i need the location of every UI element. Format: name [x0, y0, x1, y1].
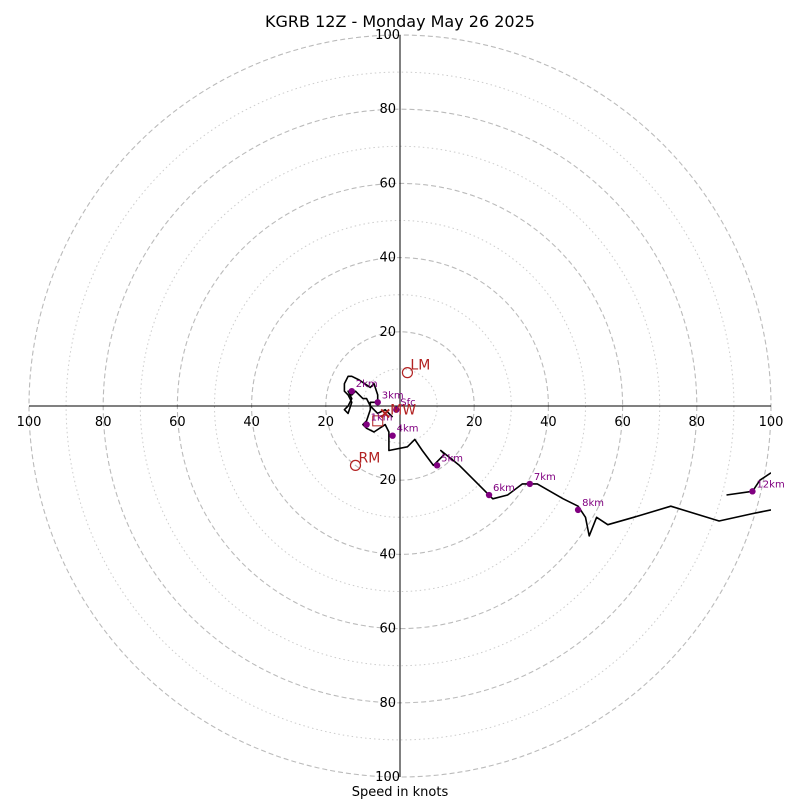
tick-label-north-60: 60	[379, 176, 396, 191]
height-label-3km: 3km	[382, 390, 404, 401]
height-label-8km: 8km	[582, 498, 604, 509]
storm-motion-marker-RM	[349, 459, 362, 471]
storm-motion-label-RM: RM	[358, 450, 380, 466]
tick-label-north-20: 20	[379, 325, 396, 340]
storm-motion-marker-LM	[401, 367, 414, 379]
bunkers-box	[372, 415, 384, 427]
tick-label-east-80: 80	[689, 415, 706, 430]
tick-label-west-20: 20	[318, 415, 335, 430]
tick-label-north-100: 100	[375, 28, 400, 43]
hodograph-trace-tail	[726, 472, 771, 496]
hodograph-trace	[343, 375, 771, 537]
height-label-5km: 5km	[441, 453, 463, 464]
chart-title: KGRB 12Z - Monday May 26 2025	[265, 12, 535, 31]
tick-label-south-100: 100	[375, 770, 400, 785]
tick-label-south-40: 40	[379, 547, 396, 562]
height-marker-6km	[485, 491, 493, 499]
height-label-1km: 1km	[371, 413, 393, 424]
height-label-2km: 2km	[356, 379, 378, 390]
tick-label-south-60: 60	[379, 622, 396, 637]
height-marker-Sfc	[393, 406, 400, 413]
height-marker-5km	[433, 462, 441, 469]
storm-motion-label-LM: LM	[410, 358, 430, 374]
tick-label-east-60: 60	[614, 415, 631, 430]
height-marker-2km	[348, 387, 355, 395]
storm-motion-markers: LM RM MW	[349, 358, 430, 471]
height-label-12km: 12km	[756, 479, 784, 490]
tick-label-east-20: 20	[466, 415, 483, 430]
height-label-6km: 6km	[493, 483, 515, 494]
tick-label-south-80: 80	[379, 696, 396, 711]
tick-label-south-20: 20	[379, 473, 396, 488]
axes	[29, 35, 771, 777]
height-marker-3km	[374, 399, 381, 406]
storm-motion-label-MW: MW	[390, 402, 416, 418]
height-label-7km: 7km	[534, 472, 556, 483]
tick-label-north-40: 40	[379, 251, 396, 266]
height-label-4km: 4km	[397, 424, 419, 435]
height-label-Sfc: Sfc	[400, 398, 415, 409]
ring-tick-labels: 20 20 20 20 40 40 40 40 60 60 60 60 80 80 80 80 100 100 10…	[17, 28, 784, 785]
tick-label-east-40: 40	[540, 415, 557, 430]
height-markers: Sfc 1km 2km 3km 4km 5km 6km 7km 8km 12km	[348, 379, 785, 514]
x-axis-label: Speed in knots	[352, 785, 449, 800]
tick-label-west-80: 80	[95, 415, 112, 430]
tick-label-west-40: 40	[243, 415, 260, 430]
height-marker-1km	[363, 421, 370, 428]
hodograph-series	[343, 375, 771, 537]
tick-label-north-80: 80	[379, 102, 396, 117]
height-marker-8km	[574, 506, 582, 514]
tick-label-west-100: 100	[17, 415, 42, 430]
height-marker-4km	[389, 432, 396, 439]
height-marker-7km	[526, 480, 534, 488]
mean-wind-marker-b	[380, 408, 390, 419]
tick-label-west-60: 60	[169, 415, 186, 430]
tick-label-east-100: 100	[759, 415, 784, 430]
height-marker-12km	[749, 488, 756, 495]
